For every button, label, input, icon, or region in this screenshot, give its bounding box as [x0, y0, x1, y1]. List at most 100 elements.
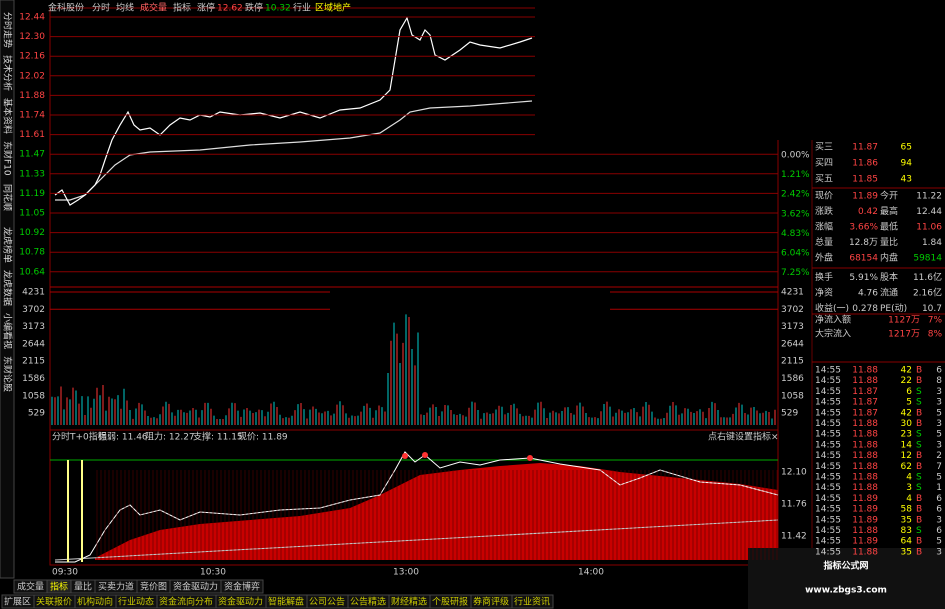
price-line — [54, 16, 533, 206]
trade-volume: 12 — [901, 451, 912, 461]
trade-count: 8 — [936, 376, 942, 386]
trade-volume: 4 — [906, 473, 912, 483]
volume-label: 4231 — [781, 288, 804, 298]
indicator-hint: 点右键设置指标 — [708, 431, 771, 443]
trade-volume: 5 — [906, 398, 912, 408]
price-label: 11.88 — [19, 91, 45, 101]
trade-price: 11.89 — [852, 537, 878, 547]
trade-side: B — [916, 451, 922, 461]
trade-volume: 35 — [901, 547, 912, 557]
tab-label: 资金驱动力 — [173, 581, 218, 593]
trade-volume: 58 — [901, 505, 913, 515]
quote-label: 量比 — [880, 236, 898, 248]
volume-label: 3702 — [781, 305, 804, 315]
flow-label: 净流入额 — [815, 314, 851, 326]
quote-value: 0.278 — [852, 304, 878, 314]
quote-label: 净资 — [815, 287, 833, 299]
trade-time: 14:55 — [815, 547, 841, 557]
trade-time: 14:55 — [815, 366, 841, 376]
indicator-axis: 11.42 — [781, 532, 807, 542]
trade-volume: 23 — [901, 430, 912, 440]
trade-side: B — [916, 547, 922, 557]
trade-price: 11.88 — [852, 430, 878, 440]
quote-value: 2.16亿 — [913, 287, 942, 299]
label: 成交量 — [140, 2, 167, 14]
quote-label: 现价 — [815, 191, 833, 202]
trade-price: 11.88 — [852, 483, 878, 493]
trade-time: 14:55 — [815, 515, 841, 525]
quote-value: 11.06 — [916, 223, 942, 233]
trade-count: 3 — [936, 387, 942, 397]
label: 行业 — [293, 2, 311, 14]
flow-label: 大宗流入 — [815, 328, 851, 340]
trade-price: 11.88 — [852, 451, 878, 461]
bid-price: 11.87 — [852, 143, 878, 153]
trade-time: 14:55 — [815, 408, 841, 418]
peak-dot — [422, 452, 428, 458]
trade-price: 11.88 — [852, 462, 878, 472]
bid-price: 11.85 — [852, 175, 878, 185]
cover — [535, 0, 945, 140]
flow-pct: 7% — [928, 316, 943, 326]
trade-price: 11.88 — [852, 376, 878, 386]
trade-time: 14:55 — [815, 430, 841, 440]
quote-value: 0.42 — [858, 207, 878, 217]
trade-price: 11.89 — [852, 515, 878, 525]
trade-side: B — [916, 537, 922, 547]
trade-count: 6 — [936, 526, 942, 536]
label: 金科股份 — [48, 2, 84, 14]
trade-price: 11.88 — [852, 366, 878, 376]
trade-volume: 3 — [906, 483, 912, 493]
price-label: 10.92 — [19, 228, 45, 238]
trade-count: 6 — [936, 366, 942, 376]
tab-label: 买卖力道 — [98, 581, 134, 593]
tab-label: 扩展区 — [4, 596, 31, 608]
trade-side: B — [916, 505, 922, 515]
quote-label: 收益(一) — [815, 302, 849, 314]
tab-label: 指标 — [50, 581, 68, 593]
price-label: 12.30 — [19, 32, 45, 42]
indicator-area — [95, 463, 778, 560]
close-button[interactable]: × — [771, 433, 779, 443]
price-label: 11.61 — [19, 130, 45, 140]
tab[interactable] — [220, 579, 264, 594]
quote-value: 4.76 — [858, 289, 878, 299]
trade-count: 5 — [936, 408, 942, 418]
side-tab: 龙虎榜单 — [2, 227, 14, 263]
trade-count: 2 — [936, 451, 942, 461]
trade-count: 3 — [936, 547, 942, 557]
trade-count: 5 — [936, 537, 942, 547]
quote-label: 涨幅 — [815, 221, 833, 233]
peak-dot — [527, 455, 533, 461]
trade-side: B — [916, 366, 922, 376]
tab-label: 资金流向分布 — [159, 596, 213, 608]
label: 区域地产 — [315, 2, 351, 14]
quote-value: 12.8万 — [849, 238, 878, 248]
trade-volume: 42 — [901, 408, 912, 418]
trade-count: 3 — [936, 515, 942, 525]
trade-side: S — [916, 483, 922, 493]
trade-volume: 14 — [901, 440, 913, 450]
volume-label: 3173 — [781, 322, 804, 332]
tab-label: 竞价图 — [140, 581, 167, 593]
trade-side: B — [916, 376, 922, 386]
trade-side: S — [916, 387, 922, 397]
volume-label: 1058 — [781, 391, 804, 401]
price-label: 10.64 — [19, 267, 45, 277]
quote-label: 流通 — [880, 287, 898, 299]
label: 10.32 — [265, 4, 291, 14]
price-label: 11.19 — [19, 189, 45, 199]
trade-price: 11.89 — [852, 494, 878, 504]
trade-count: 1 — [936, 483, 942, 493]
tab-label: 资金博弈 — [224, 581, 260, 593]
trade-count: 7 — [936, 462, 942, 472]
tab-label: 公司公告 — [309, 596, 345, 608]
quote-label: 最高 — [880, 205, 898, 217]
trade-side: S — [916, 440, 922, 450]
trade-volume: 42 — [901, 366, 912, 376]
price-label: 12.16 — [19, 52, 45, 62]
trade-time: 14:55 — [815, 451, 841, 461]
label: 跌停 — [245, 2, 263, 14]
tab[interactable] — [511, 594, 554, 609]
